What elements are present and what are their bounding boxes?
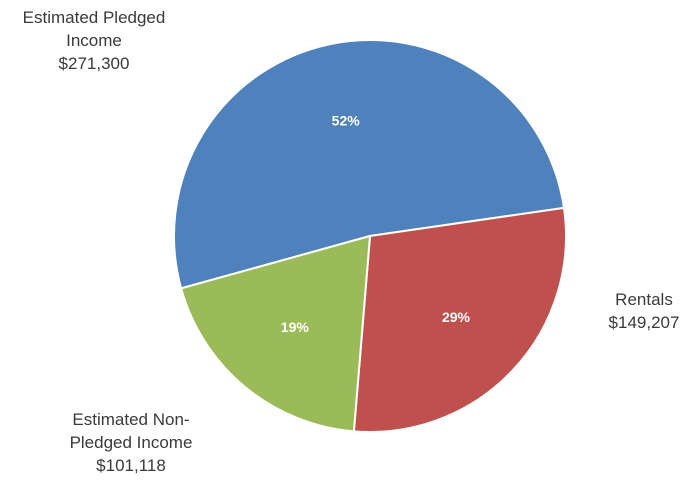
pie-slice-rentals — [352, 206, 567, 433]
rentals-amount: $149,207 — [608, 313, 680, 332]
pie-slices: 52% 29% 19% — [173, 39, 567, 433]
pledged-income-label-line-1: Estimated Pledged — [22, 8, 166, 27]
pie-slice-nonpledged — [179, 234, 372, 433]
percent-label-rentals: 29% — [442, 309, 471, 325]
non-pledged-income-amount: $101,118 — [96, 456, 166, 475]
pledged-income-amount: $271,300 — [58, 54, 130, 73]
rentals-label-line-1: Rentals — [615, 290, 673, 309]
rentals-label: Rentals $149,207 — [596, 288, 692, 334]
pledged-income-label: Estimated Pledged Income $271,300 — [4, 6, 184, 75]
non-pledged-income-label-line-1: Estimated Non- — [72, 410, 190, 429]
non-pledged-income-label-line-2: Pledged Income — [69, 433, 193, 452]
pie-slice-pledged — [173, 39, 566, 290]
pledged-income-label-line-2: Income — [66, 31, 122, 50]
percent-label-pledged: 52% — [332, 113, 361, 129]
non-pledged-income-label: Estimated Non- Pledged Income $101,118 — [36, 408, 226, 477]
percent-label-nonpledged: 19% — [281, 319, 310, 335]
